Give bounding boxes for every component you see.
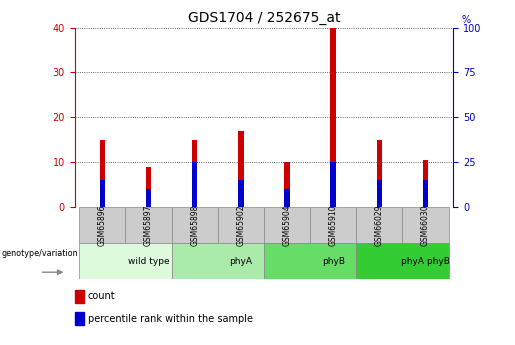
Bar <box>75 290 84 303</box>
Bar <box>284 162 290 207</box>
Title: GDS1704 / 252675_at: GDS1704 / 252675_at <box>187 11 340 25</box>
Bar <box>146 189 151 207</box>
Text: count: count <box>88 292 115 302</box>
Bar <box>146 167 151 207</box>
Bar <box>238 180 244 207</box>
Bar <box>99 180 105 207</box>
Text: GSM65910: GSM65910 <box>329 204 338 246</box>
Bar <box>75 312 84 325</box>
Text: phyB: phyB <box>322 257 345 266</box>
Bar <box>331 28 336 207</box>
Bar <box>79 207 126 243</box>
Text: GSM65897: GSM65897 <box>144 204 153 246</box>
Text: GSM65896: GSM65896 <box>98 204 107 246</box>
Text: GSM65902: GSM65902 <box>236 204 245 246</box>
Bar <box>238 131 244 207</box>
Text: phyA: phyA <box>229 257 252 266</box>
Bar <box>192 162 197 207</box>
Bar <box>376 180 382 207</box>
Bar <box>264 243 356 279</box>
Bar <box>192 140 197 207</box>
Text: GSM65904: GSM65904 <box>283 204 291 246</box>
Text: GSM65898: GSM65898 <box>190 205 199 246</box>
Text: genotype/variation: genotype/variation <box>2 249 78 258</box>
Bar <box>99 140 105 207</box>
Bar <box>310 207 356 243</box>
Bar <box>423 180 428 207</box>
Bar <box>126 207 171 243</box>
Text: phyA phyB: phyA phyB <box>401 257 450 266</box>
Bar <box>284 189 290 207</box>
Bar <box>218 207 264 243</box>
Bar <box>171 243 264 279</box>
Bar <box>423 160 428 207</box>
Text: percentile rank within the sample: percentile rank within the sample <box>88 314 253 324</box>
Bar <box>356 207 402 243</box>
Text: wild type: wild type <box>128 257 169 266</box>
Bar <box>376 140 382 207</box>
Text: GSM66029: GSM66029 <box>375 204 384 246</box>
Bar <box>402 207 449 243</box>
Text: GSM66030: GSM66030 <box>421 204 430 246</box>
Bar <box>331 162 336 207</box>
Bar <box>264 207 310 243</box>
Bar <box>79 243 171 279</box>
Bar <box>356 243 449 279</box>
Text: %: % <box>461 15 471 25</box>
Bar <box>171 207 218 243</box>
